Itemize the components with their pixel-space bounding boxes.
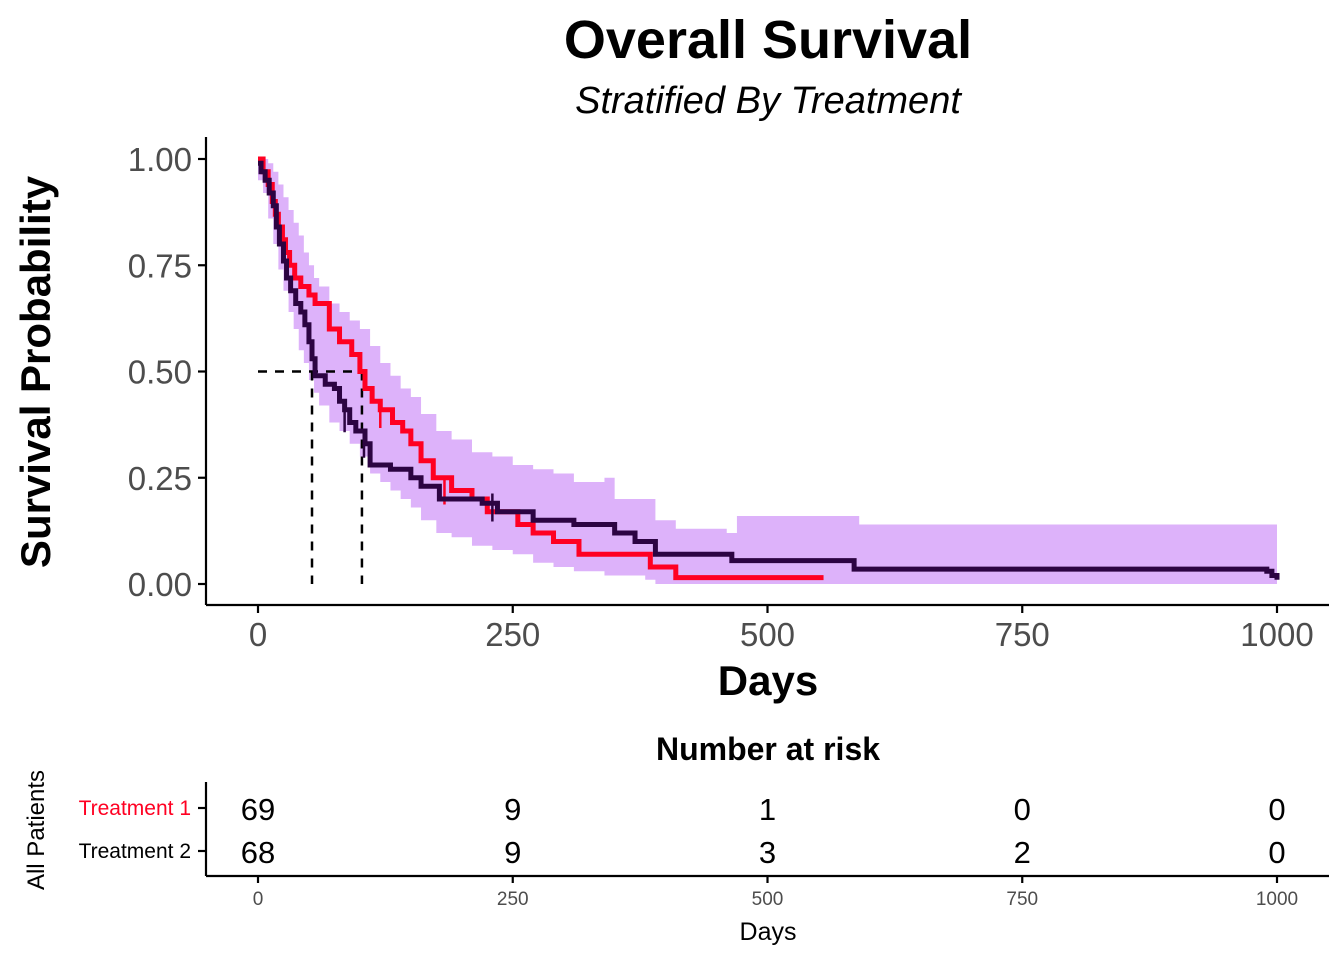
risk-value: 9 [504,792,521,827]
risk-value: 0 [1268,792,1285,827]
y-tick-label: 1.00 [128,141,192,178]
y-tick-label: 0.50 [128,354,192,391]
x-axis-label: Days [718,657,818,704]
risk-x-tick-label: 1000 [1256,889,1298,910]
risk-value: 3 [759,835,776,870]
y-ticks-layer: 0.00 0.25 0.50 0.75 1.00 [128,141,206,603]
risk-row-label: Treatment 2 [79,840,191,863]
risk-table-xlabel: Days [740,918,797,946]
x-tick-label: 250 [485,616,540,653]
y-tick-label: 0.00 [128,566,192,603]
survival-curve-1 [258,156,824,581]
risk-value: 9 [504,835,521,870]
risk-table-title: Number at risk [656,731,880,767]
risk-x-tick-label: 250 [497,889,529,910]
risk-value: 2 [1014,835,1031,870]
chart-title: Overall Survival [564,10,972,70]
survival-curves-layer [258,156,1280,581]
risk-x-tick-label: 0 [253,889,264,910]
survival-curve-2 [258,160,1280,580]
median-lines-layer [258,370,364,584]
risk-value: 1 [759,792,776,827]
y-tick-label: 0.25 [128,460,192,497]
confidence-band [258,159,1277,584]
risk-table-rows: Treatment 1 69 9 1 0 0 Treatment 2 68 9 3 2 0 [79,792,1286,870]
x-tick-label: 500 [740,616,795,653]
risk-table-ylabel: All Patients [23,770,50,890]
risk-value: 68 [241,835,275,870]
risk-value: 69 [241,792,275,827]
risk-value: 0 [1268,835,1285,870]
x-ticks-layer: 0 250 500 750 1000 [249,605,1314,653]
risk-x-tick-label: 500 [752,889,784,910]
risk-value: 0 [1014,792,1031,827]
risk-row-label: Treatment 1 [79,797,191,820]
confidence-band-layer [258,159,1277,584]
x-tick-label: 0 [249,616,267,653]
x-tick-label: 750 [995,616,1050,653]
x-tick-label: 1000 [1240,616,1313,653]
chart-subtitle: Stratified By Treatment [575,80,962,122]
y-axis-label: Survival Probability [12,175,59,568]
y-tick-label: 0.75 [128,247,192,284]
risk-table-x-ticks: 0 250 500 750 1000 [253,876,1298,910]
risk-x-tick-label: 750 [1006,889,1038,910]
